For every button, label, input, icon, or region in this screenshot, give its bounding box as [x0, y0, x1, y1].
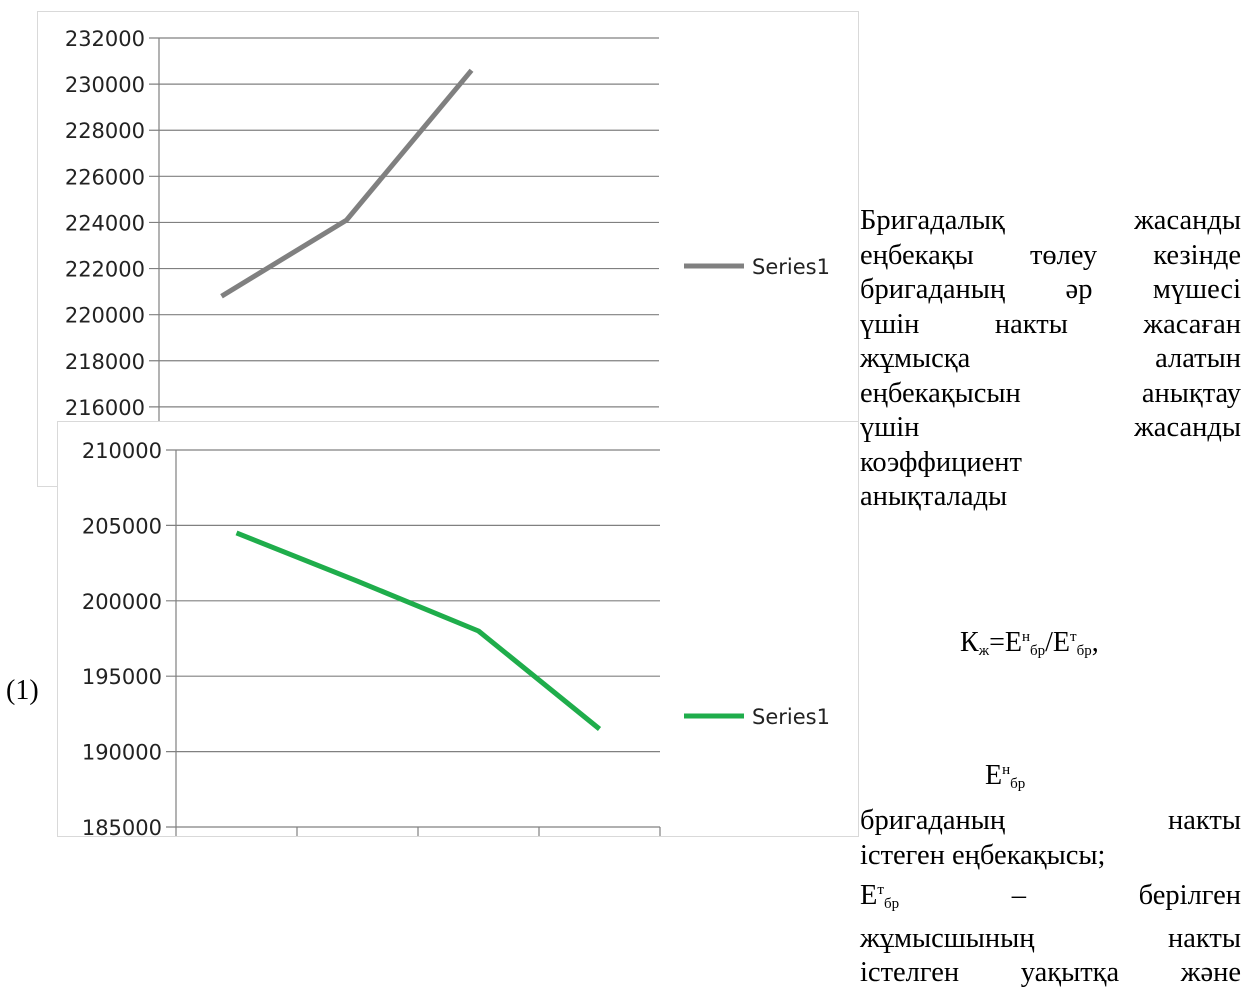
formula-slash: /Е [1045, 627, 1071, 658]
y-tick-label: 222000 [65, 258, 145, 282]
equation-number: (1) [6, 675, 39, 706]
y-tick-label: 226000 [65, 165, 145, 189]
y-tick-label: 218000 [65, 350, 145, 374]
text-line: еңбекақы төлеу кезінде [860, 239, 1241, 271]
text-line: үшін жасанды [860, 412, 1241, 443]
formula-end: , [1091, 627, 1099, 658]
e-letter: Е [860, 880, 878, 911]
paragraph-brigade-coefficient: Бригадалық жасанды еңбекақы төлеу кезінд… [860, 204, 1241, 515]
formula-t-sup: т [1070, 629, 1077, 645]
line-chart-1: 2140002160002180002200002220002240002260… [65, 27, 830, 466]
legend-label: Series1 [752, 705, 830, 729]
text-line: үшін накты жасаған [860, 308, 1241, 340]
chart-salary-bottom: 18500019000019500020000020500021000077.2… [57, 421, 859, 838]
e-label: Енбр [985, 760, 1025, 793]
y-tick-label: 216000 [65, 396, 145, 420]
text-line: Бригадалық жасанды [860, 205, 1241, 236]
formula-eq: =Е [989, 627, 1022, 658]
y-tick-label: 232000 [65, 27, 145, 51]
word-given: берілген [1138, 880, 1242, 911]
line-chart-2: 18500019000019500020000020500021000077.2… [82, 439, 830, 838]
y-tick-label: 190000 [82, 741, 162, 765]
text-line: жұмысқа алатын [860, 343, 1241, 374]
y-tick-label: 200000 [82, 590, 162, 614]
formula-n-sup: н [1021, 629, 1030, 645]
series-line [235, 530, 602, 731]
formula-br-sub-1: бр [1030, 643, 1046, 659]
text-line: істеген еңбекақысы; [860, 839, 1106, 871]
e-sub: бр [1010, 776, 1026, 792]
e-letter: Е [985, 760, 1003, 791]
text-line: жұмысшының накты [860, 922, 1241, 954]
y-tick-label: 224000 [65, 211, 145, 235]
formula-k-letter: К [960, 627, 979, 658]
chart-salary-top: 2140002160002180002200002220002240002260… [37, 11, 859, 487]
e-sup: н [1002, 762, 1011, 778]
y-tick-label: 205000 [82, 514, 162, 538]
e-sub: бр [883, 896, 900, 912]
formula-br-sub-2: бр [1076, 643, 1092, 659]
formula-k: Кж=Енбр/Етбр, [960, 627, 1099, 660]
paragraph-definitions: бригаданың накты істеген еңбекақысы; Етб… [860, 804, 1241, 991]
series-line [220, 68, 474, 299]
y-tick-label: 210000 [82, 439, 162, 463]
text-line: істелген уақытқа және [860, 957, 1241, 988]
text-line: коэффициент [860, 446, 1022, 478]
y-tick-label: 220000 [65, 304, 145, 328]
text-line: бригаданың накты [860, 805, 1241, 836]
dash: – [1011, 880, 1026, 911]
text-line-e-t: Етбр – берілген [860, 873, 1241, 922]
y-tick-label: 185000 [82, 816, 162, 838]
y-tick-label: 195000 [82, 665, 162, 689]
y-tick-label: 228000 [65, 119, 145, 143]
formula-k-sub: ж [978, 643, 990, 659]
legend-label: Series1 [752, 255, 830, 279]
text-line: еңбекақысын анықтау [860, 377, 1241, 409]
y-tick-label: 230000 [65, 73, 145, 97]
e-sup: т [877, 882, 884, 898]
text-line: анықталады [860, 481, 1008, 512]
text-line: бригаданың әр мүшесі [860, 274, 1241, 305]
